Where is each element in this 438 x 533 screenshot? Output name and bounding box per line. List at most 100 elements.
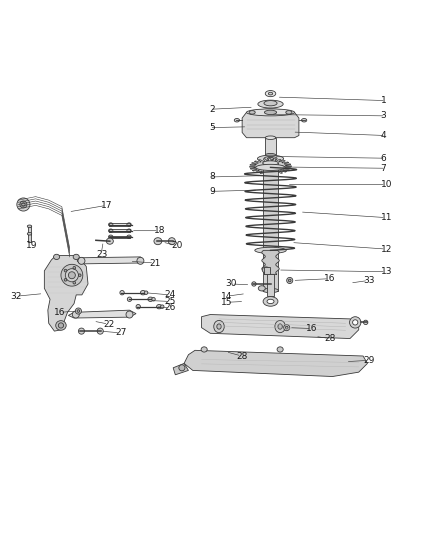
Ellipse shape	[65, 269, 78, 282]
Ellipse shape	[264, 101, 277, 106]
FancyBboxPatch shape	[28, 234, 31, 243]
Text: 6: 6	[381, 154, 386, 163]
Ellipse shape	[78, 274, 81, 277]
Ellipse shape	[109, 235, 113, 239]
Ellipse shape	[277, 347, 283, 352]
Ellipse shape	[27, 225, 32, 228]
Text: 14: 14	[221, 292, 232, 301]
Ellipse shape	[258, 286, 265, 291]
Text: 33: 33	[363, 276, 374, 285]
Text: 27: 27	[115, 328, 127, 337]
Ellipse shape	[168, 238, 175, 245]
Ellipse shape	[109, 229, 113, 232]
Ellipse shape	[56, 321, 66, 330]
Ellipse shape	[73, 254, 79, 260]
Polygon shape	[201, 314, 359, 338]
Ellipse shape	[120, 290, 124, 295]
Polygon shape	[262, 251, 279, 274]
Text: 32: 32	[10, 292, 21, 301]
Ellipse shape	[160, 305, 164, 309]
Text: 5: 5	[209, 123, 215, 132]
Ellipse shape	[284, 325, 290, 330]
Ellipse shape	[148, 297, 153, 302]
Ellipse shape	[64, 279, 67, 281]
Ellipse shape	[265, 154, 276, 157]
Ellipse shape	[267, 164, 274, 167]
Ellipse shape	[156, 304, 162, 309]
Ellipse shape	[217, 324, 221, 329]
Ellipse shape	[78, 257, 85, 264]
Ellipse shape	[127, 229, 131, 232]
Text: 19: 19	[26, 241, 38, 250]
Ellipse shape	[268, 170, 273, 172]
Text: 16: 16	[324, 274, 335, 283]
Text: 12: 12	[381, 245, 392, 254]
Ellipse shape	[73, 266, 76, 269]
Ellipse shape	[249, 111, 255, 114]
FancyBboxPatch shape	[265, 138, 276, 155]
Text: 13: 13	[381, 267, 392, 276]
Ellipse shape	[127, 235, 131, 239]
Ellipse shape	[68, 272, 75, 279]
Polygon shape	[77, 257, 143, 264]
Ellipse shape	[256, 164, 286, 171]
Ellipse shape	[264, 169, 277, 173]
Text: 18: 18	[153, 226, 165, 235]
Ellipse shape	[268, 92, 273, 95]
Ellipse shape	[127, 223, 131, 227]
Text: 1: 1	[381, 96, 386, 105]
Ellipse shape	[258, 100, 283, 108]
Ellipse shape	[27, 232, 32, 235]
Ellipse shape	[126, 311, 133, 318]
Text: 7: 7	[381, 164, 386, 173]
Ellipse shape	[287, 277, 293, 284]
Ellipse shape	[64, 269, 67, 272]
Ellipse shape	[264, 164, 278, 169]
Ellipse shape	[252, 282, 256, 286]
Ellipse shape	[263, 288, 279, 293]
Polygon shape	[250, 158, 291, 174]
Text: 16: 16	[306, 324, 318, 333]
Ellipse shape	[286, 326, 288, 329]
Ellipse shape	[106, 238, 113, 244]
Ellipse shape	[353, 320, 358, 325]
Ellipse shape	[136, 304, 141, 309]
Polygon shape	[68, 310, 136, 318]
Ellipse shape	[201, 347, 207, 352]
FancyBboxPatch shape	[263, 163, 279, 290]
Text: 9: 9	[209, 187, 215, 196]
Text: 22: 22	[103, 320, 115, 329]
Text: 25: 25	[164, 297, 176, 306]
Ellipse shape	[154, 238, 162, 245]
Text: 29: 29	[363, 356, 374, 365]
Text: 15: 15	[221, 298, 232, 307]
Ellipse shape	[350, 317, 361, 328]
Polygon shape	[184, 350, 367, 376]
Ellipse shape	[97, 328, 103, 334]
Ellipse shape	[61, 264, 83, 286]
Ellipse shape	[72, 311, 79, 318]
Ellipse shape	[263, 161, 279, 165]
Ellipse shape	[265, 110, 277, 115]
Ellipse shape	[275, 320, 286, 333]
Text: 20: 20	[172, 241, 183, 250]
Ellipse shape	[20, 201, 27, 208]
Ellipse shape	[262, 267, 270, 273]
Ellipse shape	[77, 310, 80, 312]
Ellipse shape	[21, 203, 25, 206]
Text: 8: 8	[209, 173, 215, 182]
Ellipse shape	[73, 281, 76, 284]
Ellipse shape	[145, 291, 148, 294]
Ellipse shape	[262, 164, 279, 168]
Ellipse shape	[263, 297, 278, 306]
Text: 11: 11	[381, 213, 392, 222]
Ellipse shape	[265, 91, 276, 96]
Ellipse shape	[364, 320, 368, 325]
Ellipse shape	[266, 110, 275, 112]
Text: 24: 24	[164, 290, 176, 300]
Ellipse shape	[152, 297, 155, 301]
Ellipse shape	[53, 254, 60, 260]
Text: 10: 10	[381, 180, 392, 189]
Text: 23: 23	[96, 250, 107, 259]
Ellipse shape	[17, 198, 30, 211]
